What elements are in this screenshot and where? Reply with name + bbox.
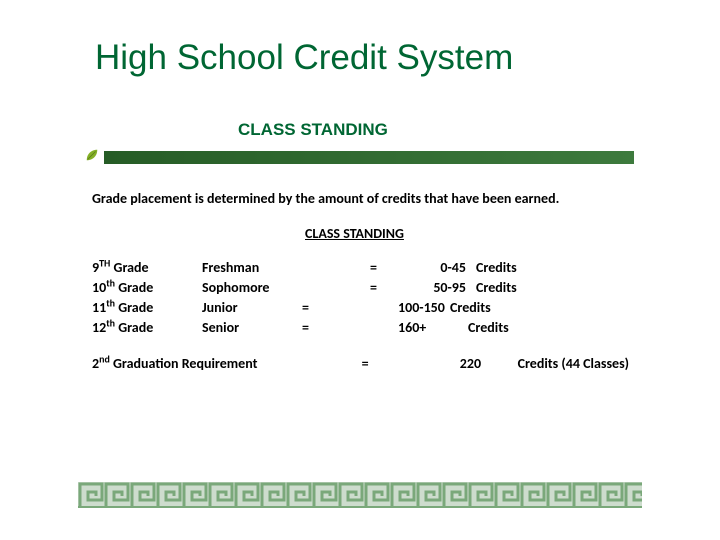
greek-border-icon: [78, 482, 642, 508]
standing-table: 9TH Grade Freshman = 0-45 Credits 10th G…: [92, 258, 652, 338]
accent-bar: [104, 151, 634, 164]
table-row: 9TH Grade Freshman = 0-45 Credits: [92, 258, 652, 278]
graduation-row: 2nd Graduation Requirement = 220 Credits…: [92, 355, 662, 372]
leaf-icon: [85, 148, 99, 162]
page-title: High School Credit System: [95, 38, 513, 78]
table-row: 12th Grade Senior = 160+ Credits: [92, 318, 652, 338]
subtitle-mid: CLASS STANDING: [305, 225, 404, 242]
intro-text: Grade placement is determined by the amo…: [92, 190, 559, 207]
table-row: 10th Grade Sophomore = 50-95 Credits: [92, 278, 652, 298]
table-row: 11th Grade Junior = 100-150 Credits: [92, 298, 652, 318]
subtitle-top: CLASS STANDING: [238, 120, 388, 140]
